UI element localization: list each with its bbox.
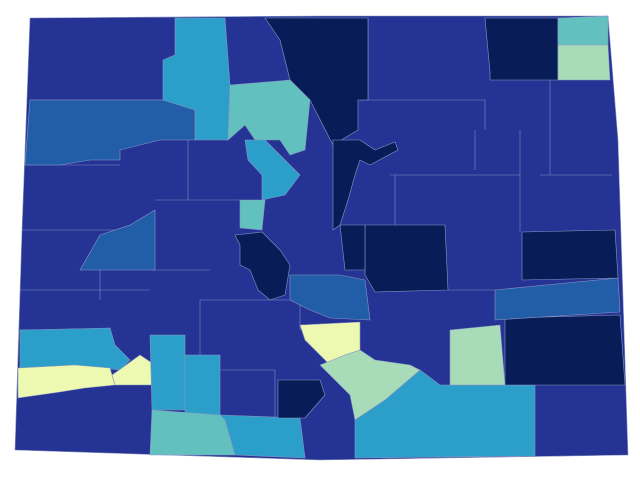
county: [557, 44, 611, 81]
county: [24, 99, 196, 166]
county: [17, 364, 116, 399]
county: [79, 209, 156, 271]
county: [484, 17, 559, 81]
county: [184, 354, 221, 416]
county: [521, 229, 619, 281]
county: [339, 224, 366, 271]
county: [494, 277, 621, 321]
county: [364, 224, 449, 293]
county: [264, 17, 369, 146]
county: [149, 334, 186, 411]
county: [449, 324, 506, 386]
county: [557, 15, 609, 46]
county: [289, 274, 371, 321]
county: [277, 379, 326, 419]
county: [239, 199, 266, 231]
county: [227, 79, 311, 156]
county: [504, 314, 626, 386]
county: [244, 139, 301, 201]
county: [332, 139, 399, 231]
county: [234, 231, 291, 301]
